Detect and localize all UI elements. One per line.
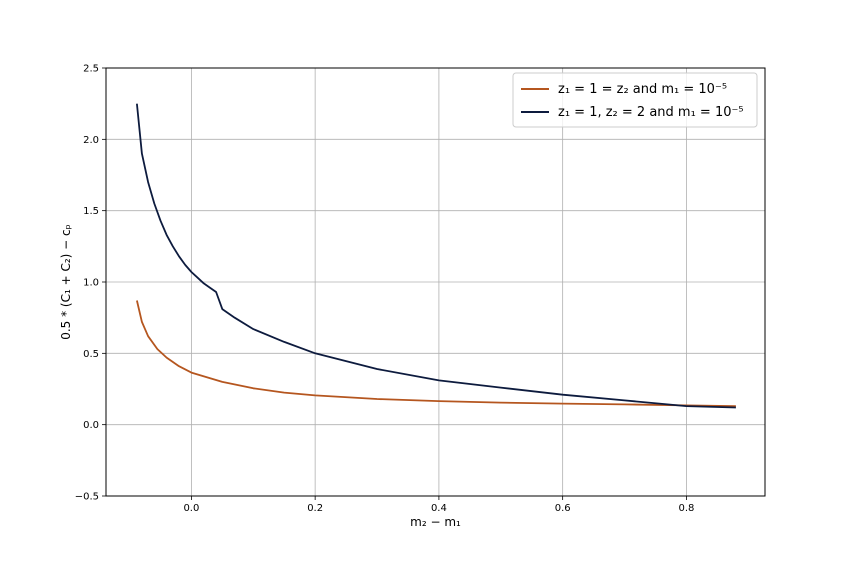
y-tick-label: 0.0: [83, 420, 99, 431]
y-tick-label: 2.0: [83, 135, 99, 146]
x-tick-label: 0.2: [307, 503, 323, 514]
x-tick-label: 0.8: [678, 503, 694, 514]
x-axis-label: m₂ − m₁: [410, 515, 461, 529]
y-axis-label: 0.5 * (C₁ + C₂) − cₚ: [59, 224, 73, 340]
legend: z₁ = 1 = z₂ and m₁ = 10⁻⁵ z₁ = 1, z₂ = 2…: [512, 72, 758, 128]
series-line-1: [136, 300, 736, 407]
x-tick-label: 0.6: [555, 503, 571, 514]
y-tick-label: 2.5: [83, 64, 99, 75]
series-line-2: [136, 103, 736, 409]
series-group: [136, 103, 736, 409]
x-tick-label: 0.4: [431, 503, 447, 514]
x-axis: 0.0 0.2 0.4 0.6 0.8: [183, 496, 694, 514]
grid: [106, 67, 765, 497]
y-axis: −0.5 0.0 0.5 1.0 1.5 2.0 2.5: [75, 64, 106, 503]
y-tick-label: 0.5: [83, 349, 99, 360]
y-tick-label: 1.0: [83, 278, 99, 289]
legend-box: [512, 72, 758, 128]
y-tick-label: −0.5: [75, 492, 99, 503]
legend-entry-1: z₁ = 1 = z₂ and m₁ = 10⁻⁵: [558, 82, 727, 97]
y-tick-label: 1.5: [83, 206, 99, 217]
legend-entry-2: z₁ = 1, z₂ = 2 and m₁ = 10⁻⁵: [558, 105, 744, 120]
x-tick-label: 0.0: [183, 503, 199, 514]
